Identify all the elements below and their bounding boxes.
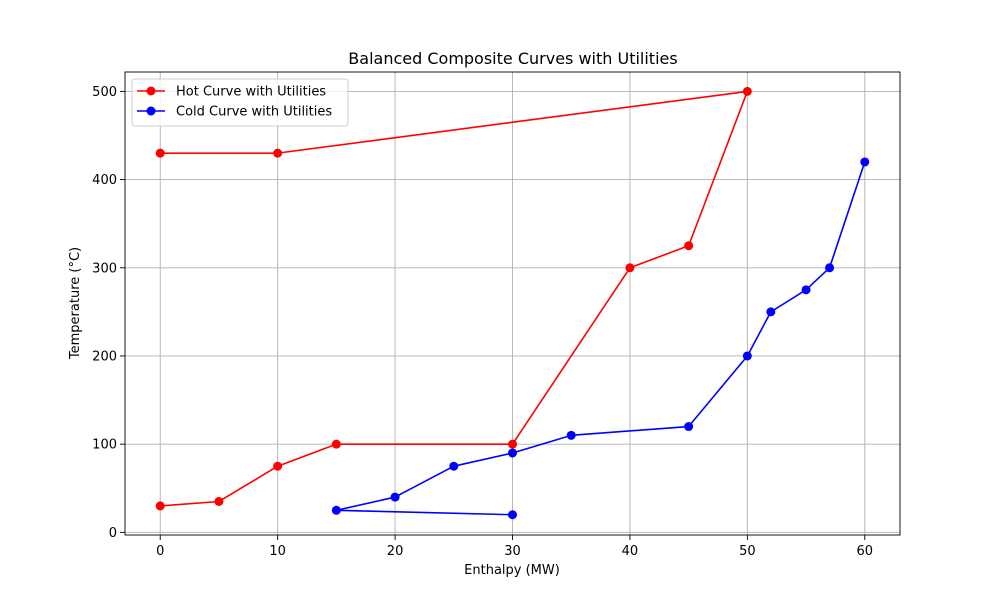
legend-item: Hot Curve with Utilities [137, 85, 326, 100]
x-axis: 0 10 20 30 40 50 60 [156, 535, 873, 559]
x-axis-title: Enthalpy (MW) [464, 563, 560, 578]
x-tick-label: 40 [622, 544, 639, 559]
data-point [155, 148, 165, 158]
data-point [331, 439, 341, 449]
data-point [449, 461, 459, 471]
data-point [214, 496, 224, 506]
data-point [801, 285, 811, 295]
data-point [508, 439, 517, 449]
data-point [390, 492, 400, 502]
y-axis: 0 100 200 300 400 500 [92, 85, 125, 541]
data-point [625, 263, 635, 273]
legend-label: Hot Curve with Utilities [176, 85, 326, 100]
data-point [273, 148, 283, 158]
series-line [160, 90, 749, 507]
legend: Hot Curve with Utilities Cold Curve with … [131, 78, 349, 127]
data-point [331, 505, 341, 515]
data-point [742, 351, 752, 361]
legend-item: Cold Curve with Utilities [137, 105, 332, 120]
data-point [273, 461, 283, 471]
legend-label: Cold Curve with Utilities [176, 105, 332, 120]
x-tick-label: 50 [739, 544, 756, 559]
data-point [508, 510, 517, 520]
series-layer [155, 86, 870, 520]
y-tick-label: 300 [92, 261, 117, 276]
data-point [860, 157, 870, 167]
data-point [766, 307, 776, 317]
legend-frame [131, 78, 349, 127]
data-point [684, 241, 694, 251]
legend-marker [146, 106, 156, 116]
data-point [742, 86, 752, 96]
x-tick-label: 10 [269, 544, 286, 559]
chart-title: Balanced Composite Curves with Utilities [348, 49, 677, 68]
y-tick-label: 200 [92, 349, 117, 364]
data-point [684, 422, 694, 432]
y-tick-label: 100 [92, 438, 117, 453]
x-tick-label: 20 [387, 544, 404, 559]
series-cold-curve [331, 157, 870, 520]
x-tick-label: 60 [856, 544, 873, 559]
series-line [335, 161, 866, 516]
series-hot-curve [155, 86, 752, 511]
data-point [155, 501, 165, 511]
y-tick-label: 400 [92, 173, 117, 188]
y-tick-label: 500 [92, 85, 117, 100]
x-tick-label: 0 [156, 544, 164, 559]
x-tick-label: 30 [504, 544, 521, 559]
y-axis-title: Temperature (°C) [68, 247, 83, 360]
legend-marker [146, 86, 156, 96]
data-point [508, 448, 517, 458]
y-tick-label: 0 [109, 526, 117, 541]
data-point [825, 263, 835, 273]
data-point [566, 430, 576, 440]
